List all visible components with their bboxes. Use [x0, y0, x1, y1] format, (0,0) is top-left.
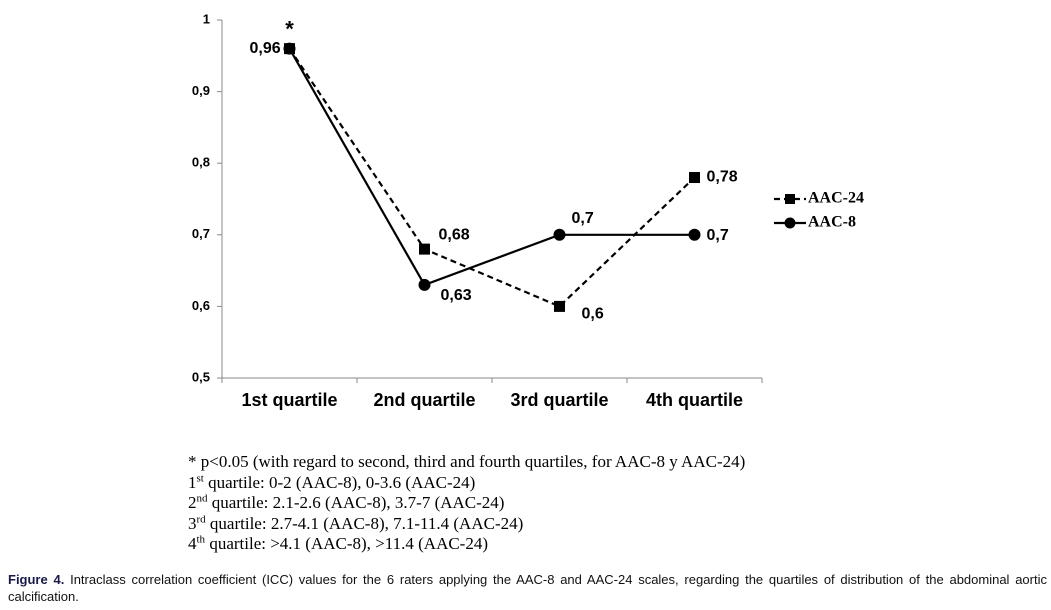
- note-sup: rd: [196, 512, 206, 525]
- annotation: *: [285, 16, 294, 41]
- legend-marker: [784, 217, 796, 229]
- y-tick-label: 0,8: [192, 155, 210, 170]
- x-tick-label: 3rd quartile: [510, 390, 608, 410]
- series-line: [288, 48, 695, 287]
- marker-circle: [553, 228, 566, 241]
- footnotes: * p<0.05 (with regard to second, third a…: [188, 452, 745, 555]
- caption: Figure 4. Intraclass correlation coeffic…: [8, 571, 1047, 605]
- marker-circle: [283, 42, 296, 55]
- y-tick-label: 1: [203, 11, 210, 26]
- quartile-note: 4th quartile: >4.1 (AAC-8), >11.4 (AAC-2…: [188, 534, 745, 555]
- data-label: 0,6: [582, 306, 604, 323]
- data-label: 0,68: [439, 226, 470, 243]
- y-tick-label: 0,5: [192, 369, 210, 384]
- note-num: 1: [188, 472, 197, 492]
- data-label: 0,78: [707, 169, 738, 186]
- x-tick-label: 1st quartile: [241, 390, 337, 410]
- y-tick-label: 0,6: [192, 298, 210, 313]
- quartile-note: 3rd quartile: 2.7-4.1 (AAC-8), 7.1-11.4 …: [188, 512, 745, 535]
- x-tick-label: 2nd quartile: [373, 390, 475, 410]
- marker-circle: [418, 278, 431, 291]
- chart: 0,5 0,6 0,7 0,8 0,9 1 1st quartile 2nd quartile…: [192, 11, 864, 410]
- note-sup: th: [196, 533, 206, 546]
- note-text: quartile: 0-2 (AAC-8), 0-3.6 (AAC-24): [203, 472, 476, 492]
- series: 0,63 0,7 0,7: [283, 42, 729, 304]
- legend-label: AAC-8: [808, 214, 856, 231]
- legend-label: AAC-24: [808, 190, 864, 207]
- quartile-note: 2nd quartile: 2.1-2.6 (AAC-8), 3.7-7 (AA…: [188, 493, 745, 514]
- x-tick-label: 4th quartile: [646, 390, 743, 410]
- series-line: [288, 48, 696, 308]
- note-text: quartile: >4.1 (AAC-8), >11.4 (AAC-24): [205, 534, 489, 553]
- note-text: quartile: 2.1-2.6 (AAC-8), 3.7-7 (AAC-24…: [207, 493, 505, 512]
- y-tick-label: 0,7: [192, 226, 210, 241]
- note-text: quartile: 2.7-4.1 (AAC-8), 7.1-11.4 (AAC…: [205, 513, 524, 533]
- legend-marker: [785, 194, 795, 204]
- quartile-notes: 1st quartile: 0-2 (AAC-8), 0-3.6 (AAC-24…: [188, 471, 745, 555]
- note-sup: nd: [196, 492, 208, 505]
- data-label: 0,7: [572, 210, 594, 227]
- marker-circle: [688, 228, 701, 241]
- series: 0,96 0,68 0,6 0,78: [250, 40, 738, 323]
- note-sup: st: [196, 471, 204, 484]
- data-label: 0,63: [441, 287, 472, 304]
- caption-label: Figure 4.: [8, 572, 65, 587]
- marker-square: [689, 172, 700, 184]
- note-num: 3: [188, 513, 197, 533]
- caption-text: Intraclass correlation coefficient (ICC)…: [8, 572, 1047, 604]
- marker-square: [554, 300, 565, 312]
- y-tick-label: 0,9: [192, 83, 210, 98]
- note-num: 4: [188, 534, 197, 553]
- note-num: 2: [188, 493, 197, 512]
- marker-square: [419, 243, 430, 255]
- data-label: 0,7: [707, 227, 729, 244]
- significance-note: * p<0.05 (with regard to second, third a…: [188, 452, 746, 471]
- quartile-note: 1st quartile: 0-2 (AAC-8), 0-3.6 (AAC-24…: [188, 471, 745, 494]
- data-label: 0,96: [250, 40, 281, 57]
